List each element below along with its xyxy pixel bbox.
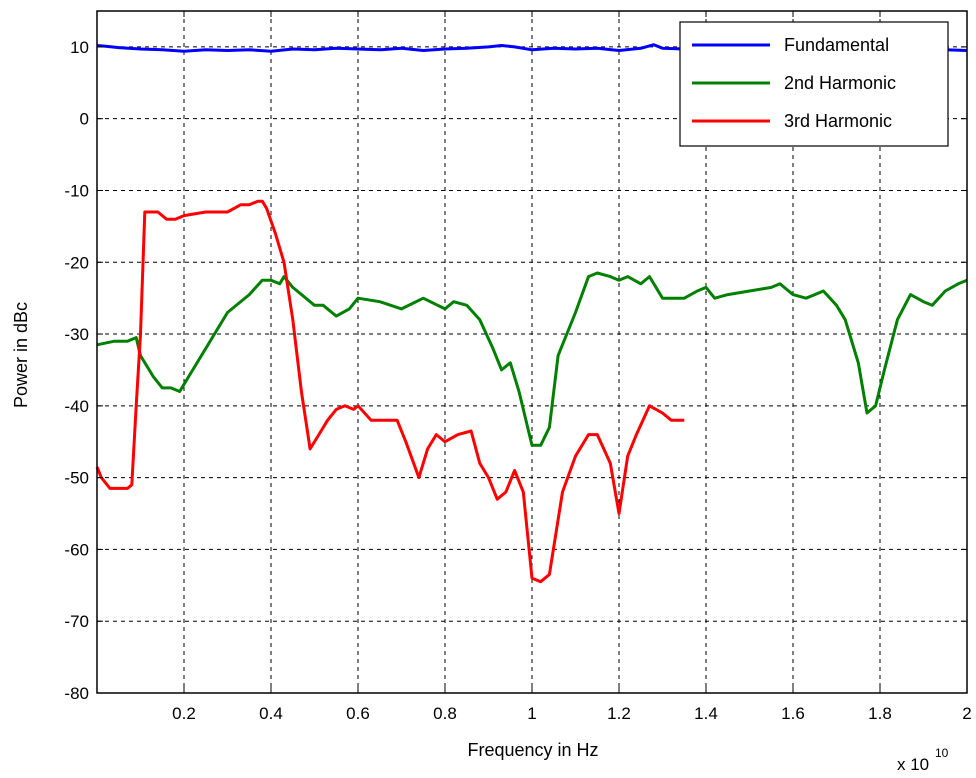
- x-tick-label: 0.8: [433, 704, 457, 723]
- series-line-3: [95, 199, 685, 584]
- y-tick-label: -30: [64, 325, 89, 344]
- x-tick-label: 1.6: [781, 704, 805, 723]
- y-axis-label: Power in dBc: [11, 302, 31, 408]
- x-tick-label: 1.2: [607, 704, 631, 723]
- x-tick-label: 0.2: [172, 704, 196, 723]
- legend-label: Fundamental: [784, 35, 889, 55]
- tick-marks: [97, 11, 968, 694]
- legend: Fundamental 2nd Harmonic 3rd Harmonic: [679, 21, 949, 147]
- x-exponent-power: 10: [935, 746, 949, 760]
- x-exponent-base: x 10: [897, 755, 929, 774]
- y-tick-label: 10: [70, 38, 89, 57]
- y-tick-label: -50: [64, 469, 89, 488]
- y-tick-labels: 10 0 -10 -20 -30 -40 -50 -60 -70 -80: [64, 38, 89, 703]
- y-tick-label: -60: [64, 540, 89, 559]
- x-tick-label: 0.6: [346, 704, 370, 723]
- y-tick-label: -20: [64, 253, 89, 272]
- x-tick-label: 1.8: [868, 704, 892, 723]
- legend-label: 3rd Harmonic: [784, 111, 892, 131]
- y-tick-label: 0: [80, 110, 89, 129]
- x-tick-label: 1: [527, 704, 536, 723]
- y-tick-label: -10: [64, 181, 89, 200]
- y-tick-label: -80: [64, 684, 89, 703]
- y-tick-label: -70: [64, 612, 89, 631]
- series-line-2: [96, 271, 968, 447]
- x-tick-label: 1.4: [694, 704, 718, 723]
- x-axis-label: Frequency in Hz: [467, 740, 598, 760]
- y-tick-label: -40: [64, 397, 89, 416]
- x-tick-labels: 0.2 0.4 0.6 0.8 1 1.2 1.4 1.6 1.8 2: [172, 704, 972, 723]
- x-tick-label: 2: [962, 704, 971, 723]
- legend-label: 2nd Harmonic: [784, 73, 896, 93]
- x-tick-label: 0.4: [259, 704, 283, 723]
